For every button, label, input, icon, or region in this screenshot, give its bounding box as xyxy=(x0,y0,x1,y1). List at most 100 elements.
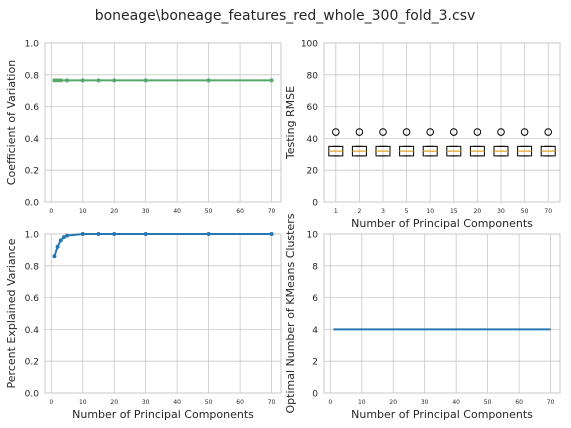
y-tick-label: 1.0 xyxy=(25,231,40,241)
x-tick-label: 40 xyxy=(173,208,181,215)
y-tick-label: 20 xyxy=(307,167,319,177)
x-tick-label: 1 xyxy=(334,208,338,215)
data-point xyxy=(143,78,148,83)
x-tick-label: 2 xyxy=(357,208,361,215)
outlier-point xyxy=(520,128,529,136)
outlier-point xyxy=(426,128,435,136)
x-tick-label: 3 xyxy=(381,208,385,215)
x-tick-label: 50 xyxy=(205,399,213,406)
x-tick-label: 5 xyxy=(405,208,409,215)
y-axis-label: Optimal Number of KMeans Clusters xyxy=(284,213,297,413)
y-tick-label: 0 xyxy=(312,199,318,209)
figure-suptitle: boneage\boneage_features_red_whole_300_f… xyxy=(95,8,476,24)
y-tick-label: 1.0 xyxy=(25,40,40,50)
x-tick-label: 30 xyxy=(421,399,429,406)
y-tick-label: 0.4 xyxy=(25,326,40,336)
x-tick-label: 50 xyxy=(521,208,529,215)
y-tick-label: 0.6 xyxy=(25,294,40,304)
data-point xyxy=(269,232,274,236)
data-point xyxy=(52,78,57,83)
y-tick-label: 2 xyxy=(312,358,318,368)
y-tick-label: 6 xyxy=(312,294,318,304)
x-tick-label: 70 xyxy=(268,399,276,406)
box-15 xyxy=(446,128,462,157)
data-point xyxy=(55,244,60,249)
data-point xyxy=(206,78,211,83)
outlier-point xyxy=(544,128,553,136)
x-tick-label: 20 xyxy=(474,208,482,215)
x-axis-label: Number of Principal Components xyxy=(351,217,533,230)
box-70 xyxy=(540,128,556,157)
series-line xyxy=(53,233,272,257)
box-30 xyxy=(493,128,509,157)
y-tick-label: 0.0 xyxy=(25,199,40,209)
x-axis-label: Number of Principal Components xyxy=(351,408,533,421)
y-axis-label: Testing RMSE xyxy=(284,86,297,160)
x-tick-label: 0 xyxy=(49,399,53,406)
box-20 xyxy=(469,128,485,157)
y-tick-label: 0.2 xyxy=(25,358,39,368)
outlier-point xyxy=(355,128,364,136)
y-tick-label: 0.8 xyxy=(25,71,40,81)
x-tick-label: 20 xyxy=(389,399,397,406)
data-point xyxy=(96,232,101,236)
y-tick-label: 8 xyxy=(312,262,318,272)
x-tick-label: 70 xyxy=(547,399,555,406)
y-tick-label: 60 xyxy=(307,103,319,113)
data-point xyxy=(52,254,57,259)
x-tick-label: 70 xyxy=(268,208,276,215)
plot-frame xyxy=(44,42,282,203)
x-tick-label: 30 xyxy=(497,208,505,215)
x-tick-label: 70 xyxy=(544,208,552,215)
x-tick-label: 50 xyxy=(205,208,213,215)
data-point xyxy=(206,232,211,236)
y-tick-label: 0.2 xyxy=(25,167,39,177)
data-point xyxy=(58,238,63,243)
box-2 xyxy=(351,128,367,157)
outlier-point xyxy=(450,128,458,136)
data-point xyxy=(61,235,66,240)
panel-top-left: 0.0 0.2 0.4 0.6 0.8 1.0 0 10 20 30 40 50 60 70 Coeffic… xyxy=(5,40,282,215)
x-tick-label: 20 xyxy=(110,399,118,406)
y-tick-label: 0.8 xyxy=(25,262,40,272)
x-tick-label: 50 xyxy=(484,399,492,406)
y-tick-label: 0.4 xyxy=(25,135,40,145)
y-tick-label: 40 xyxy=(307,135,319,145)
x-axis-label: Number of Principal Components xyxy=(72,408,254,421)
x-tick-label: 60 xyxy=(236,208,244,215)
y-tick-label: 4 xyxy=(312,326,318,336)
plot-frame xyxy=(323,233,561,394)
x-tick-label: 60 xyxy=(515,399,523,406)
x-tick-label: 10 xyxy=(79,208,87,215)
y-tick-label: 80 xyxy=(307,71,319,81)
outlier-point xyxy=(379,128,387,136)
x-tick-label: 60 xyxy=(236,399,244,406)
outlier-point xyxy=(402,128,411,136)
panel-bottom-left: 0.0 0.2 0.4 0.6 0.8 1.0 0 10 20 30 40 50 60 70 Number … xyxy=(5,231,282,421)
plot-frame xyxy=(44,233,282,394)
x-tick-label: 10 xyxy=(79,399,87,406)
y-tick-label: 0.6 xyxy=(25,103,40,113)
panel-top-right: 0 20 40 60 80 100 1 2 3 5 10 15 20 30 50 70 Number of Pr… xyxy=(284,40,561,230)
box-1 xyxy=(328,128,344,157)
x-tick-label: 30 xyxy=(142,399,150,406)
data-point xyxy=(96,78,101,83)
x-tick-label: 0 xyxy=(328,399,332,406)
y-tick-label: 0.0 xyxy=(25,390,40,400)
outlier-point xyxy=(332,128,340,136)
x-tick-label: 10 xyxy=(358,399,366,406)
box-10 xyxy=(422,128,438,157)
data-point xyxy=(58,78,63,83)
panel-bottom-right: 0 2 4 6 8 10 0 10 20 30 40 50 60 70 Number of Principa… xyxy=(284,213,561,421)
y-axis-label: Coefficient of Variation xyxy=(5,60,18,185)
data-point xyxy=(80,78,85,83)
data-point xyxy=(65,78,70,83)
box-3 xyxy=(375,128,391,157)
box-5 xyxy=(399,128,415,157)
x-tick-label: 15 xyxy=(450,208,458,215)
x-tick-label: 0 xyxy=(49,208,53,215)
data-point xyxy=(112,78,117,83)
data-point xyxy=(269,78,274,83)
x-tick-label: 30 xyxy=(142,208,150,215)
